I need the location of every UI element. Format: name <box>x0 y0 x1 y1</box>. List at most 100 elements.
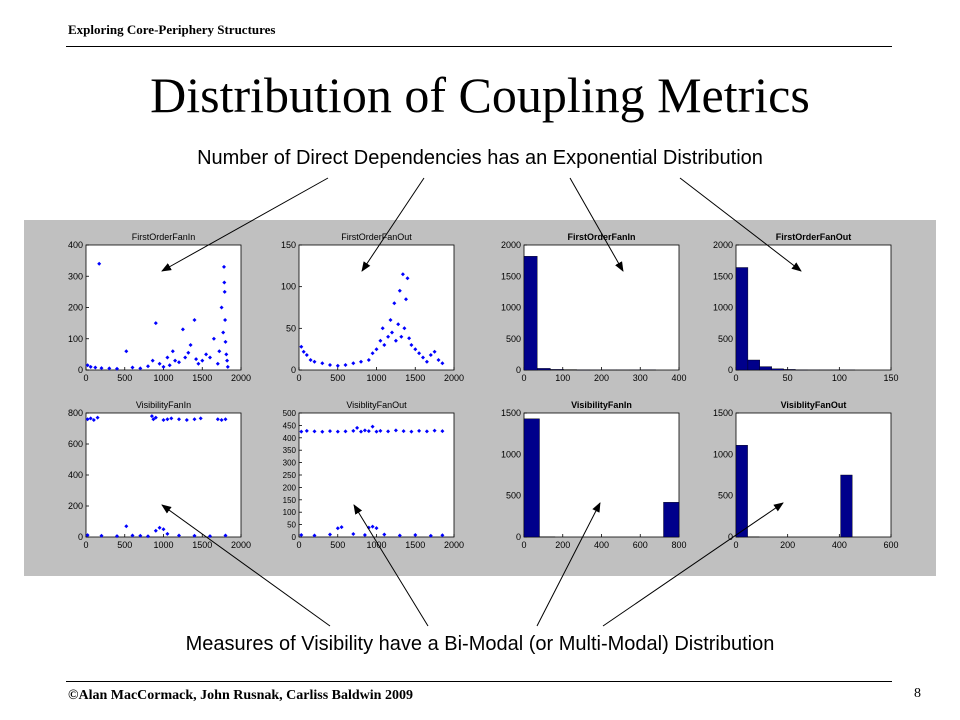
data-point <box>401 429 406 434</box>
chart-7: VisiblityFanOut 0 200 400 600 0 500 1000 1500 <box>713 400 899 550</box>
x-tick-label: 150 <box>883 373 898 383</box>
data-point <box>177 360 181 365</box>
y-tick-label: 500 <box>506 334 521 344</box>
data-point <box>380 326 385 331</box>
x-tick-label: 2000 <box>231 373 251 383</box>
y-tick-label: 50 <box>286 323 296 333</box>
chart-1: FirstOrderFanOut 0 500 1000 1500 2000 0 50 100 15… <box>281 232 464 383</box>
data-point <box>169 416 174 421</box>
data-point <box>198 416 203 421</box>
x-tick-label: 0 <box>521 373 526 383</box>
data-point <box>400 272 405 277</box>
y-tick-label: 800 <box>68 408 83 418</box>
y-tick-label: 0 <box>516 365 521 375</box>
data-point <box>91 418 96 422</box>
data-point <box>424 429 429 434</box>
x-tick-label: 0 <box>733 373 738 383</box>
data-point <box>320 361 325 366</box>
y-tick-label: 1000 <box>713 449 733 459</box>
data-point <box>301 349 306 354</box>
data-point <box>436 358 441 362</box>
data-point <box>211 336 216 341</box>
y-tick-label: 500 <box>718 491 733 501</box>
data-point <box>219 305 224 310</box>
data-point <box>366 429 371 434</box>
data-point <box>339 525 344 530</box>
y-tick-label: 2000 <box>713 240 733 250</box>
data-point <box>440 361 445 366</box>
data-point <box>188 343 193 347</box>
data-point <box>392 301 397 306</box>
y-tick-label: 500 <box>718 334 733 344</box>
x-tick-label: 500 <box>330 540 345 550</box>
data-point <box>161 364 166 369</box>
histogram-bar <box>663 502 680 538</box>
data-point <box>157 361 162 366</box>
data-point <box>399 334 404 339</box>
y-tick-label: 1500 <box>501 408 521 418</box>
data-point <box>397 288 402 293</box>
data-point <box>223 339 228 344</box>
data-point <box>378 338 383 343</box>
x-tick-label: 400 <box>832 540 847 550</box>
data-point <box>115 366 119 371</box>
x-tick-label: 1000 <box>366 373 386 383</box>
data-point <box>85 533 90 538</box>
data-point <box>432 349 437 354</box>
data-point <box>173 358 178 363</box>
footer-rule <box>66 681 892 682</box>
data-point <box>304 428 309 433</box>
chart-title: FirstOrderFanOut <box>776 232 852 242</box>
data-point <box>359 429 363 434</box>
data-point <box>192 417 197 422</box>
histogram-bar <box>783 369 796 371</box>
y-tick-label: 0 <box>728 532 733 542</box>
data-point <box>393 428 398 433</box>
histogram-bar <box>759 366 772 371</box>
bottom-caption: Measures of Visibility have a Bi-Modal (… <box>185 633 775 655</box>
data-point <box>222 280 227 285</box>
data-point <box>184 418 189 422</box>
data-point <box>151 417 156 422</box>
x-tick-label: 600 <box>883 540 898 550</box>
data-point <box>378 428 383 433</box>
data-point <box>186 350 191 355</box>
y-tick-label: 500 <box>506 491 521 501</box>
data-point <box>192 318 197 322</box>
x-tick-label: 0 <box>296 373 301 383</box>
data-point <box>150 358 155 363</box>
data-point <box>165 417 170 422</box>
y-tick-label: 2000 <box>501 240 521 250</box>
y-tick-label: 350 <box>283 446 297 455</box>
data-point <box>366 358 371 362</box>
data-point <box>335 429 340 434</box>
data-point <box>224 352 229 357</box>
data-point <box>99 533 104 538</box>
x-tick-label: 1500 <box>192 373 212 383</box>
x-tick-label: 1000 <box>153 540 173 550</box>
data-point <box>312 359 317 364</box>
y-tick-label: 600 <box>68 439 83 449</box>
y-tick-label: 0 <box>292 533 297 542</box>
data-point <box>409 343 414 347</box>
x-tick-label: 100 <box>832 373 847 383</box>
chart-5: VisiblityFanOut 0 500 1000 1500 2000 0 50 100 150… <box>283 400 464 550</box>
data-point <box>413 347 418 352</box>
data-point <box>107 366 112 371</box>
data-point <box>351 361 356 366</box>
x-tick-label: 300 <box>633 373 648 383</box>
data-point <box>312 429 317 434</box>
x-tick-label: 600 <box>633 540 648 550</box>
chart-title: FirstOrderFanIn <box>132 232 196 242</box>
y-tick-label: 500 <box>283 409 297 418</box>
data-point <box>370 351 375 356</box>
histogram-bar <box>523 256 538 371</box>
y-tick-label: 450 <box>283 421 297 430</box>
chart-0: FirstOrderFanIn 0 500 1000 1500 2000 0 100 200 30… <box>68 232 251 383</box>
data-point <box>183 355 188 360</box>
data-point <box>335 526 340 531</box>
header-rule <box>66 46 892 47</box>
data-point <box>393 338 398 343</box>
chart-2: FirstOrderFanIn 0 100 200 300 400 0 500 1000 1500… <box>501 232 687 383</box>
